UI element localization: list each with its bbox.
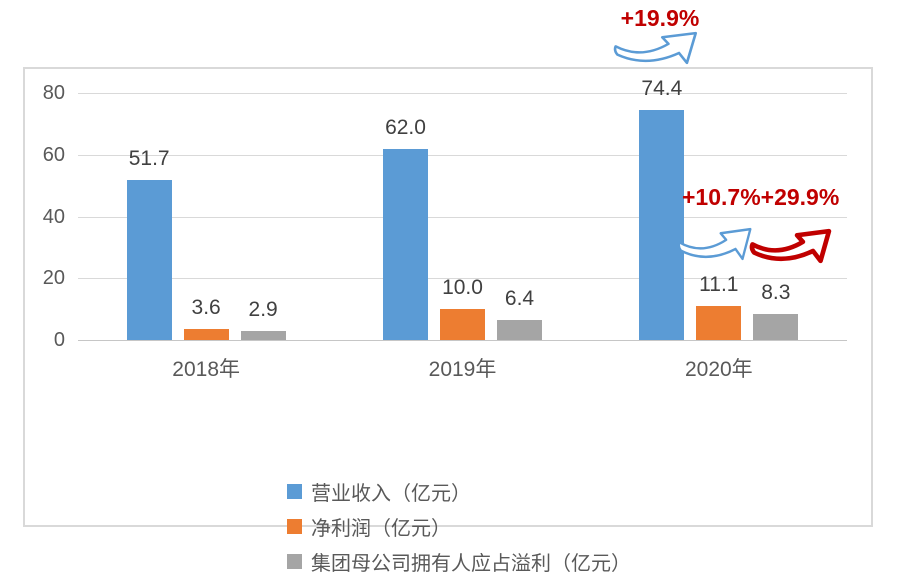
bar-2020-series2 xyxy=(753,314,799,340)
bar-value-label: 74.4 xyxy=(641,77,683,101)
gridline-20 xyxy=(78,278,847,280)
revenue-growth-annotation: +19.9% xyxy=(620,5,700,31)
legend-item-net-profit: 净利润（亿元） xyxy=(287,509,631,544)
y-axis-tick-40: 40 xyxy=(42,205,65,228)
bar-2018-series2 xyxy=(240,331,286,340)
y-axis-tick-60: 60 xyxy=(42,143,65,166)
bar-value-label: 10.0 xyxy=(442,276,483,300)
y-axis-tick-0: 0 xyxy=(53,329,65,351)
legend-swatch-net-profit xyxy=(287,519,302,534)
legend-swatch-revenue xyxy=(287,484,302,499)
curved-up-arrow-icon xyxy=(613,31,698,65)
legend-label-net-profit: 净利润（亿元） xyxy=(311,518,451,540)
bar-2020-series1 xyxy=(696,305,742,340)
legend-label-attributable-profit: 集团母公司拥有人应占溢利（亿元） xyxy=(311,553,631,575)
legend-label-revenue: 营业收入（亿元） xyxy=(311,483,471,505)
legend-swatch-attributable-profit xyxy=(287,554,302,569)
bar-2019-series1 xyxy=(440,309,485,340)
legend: 营业收入（亿元） 净利润（亿元） 集团母公司拥有人应占溢利（亿元） xyxy=(287,474,631,579)
profit-growth-annotations: +10.7% +29.9% xyxy=(682,184,839,210)
curved-up-arrow-icon xyxy=(677,227,752,261)
plot-area: 0 20 40 60 80 2018年 51.7 3.6 2.9 2019年 62.0 10.0 6.4… xyxy=(25,69,871,525)
bar-value-label: 8.3 xyxy=(761,281,791,305)
legend-item-revenue: 营业收入（亿元） xyxy=(287,474,631,509)
bar-value-label: 11.1 xyxy=(699,272,739,296)
bar-2018-series0 xyxy=(126,180,172,340)
gridline-40 xyxy=(78,216,847,218)
bar-value-label: 62.0 xyxy=(385,115,426,139)
chart-canvas: 0 20 40 60 80 2018年 51.7 3.6 2.9 2019年 62.0 10.0 6.4… xyxy=(23,5,873,575)
legend-item-attributable-profit: 集团母公司拥有人应占溢利（亿元） xyxy=(287,544,631,579)
chart-frame: 0 20 40 60 80 2018年 51.7 3.6 2.9 2019年 62.0 10.0 6.4… xyxy=(23,67,873,575)
y-axis-tick-20: 20 xyxy=(42,267,65,290)
bar-2018-series1 xyxy=(183,328,229,340)
net-profit-growth-annotation: +10.7% xyxy=(682,184,761,210)
bar-2020-series0 xyxy=(639,110,685,340)
bar-value-label: 51.7 xyxy=(128,147,170,171)
x-axis-category-2018: 2018年 xyxy=(172,358,241,381)
bar-value-label: 3.6 xyxy=(191,295,221,319)
bar-value-label: 2.9 xyxy=(248,298,278,322)
bar-2019-series0 xyxy=(383,148,428,340)
gridline-0 xyxy=(78,340,847,341)
bar-2019-series2 xyxy=(497,320,542,340)
x-axis-category-2019: 2019年 xyxy=(428,358,497,381)
y-axis-tick-80: 80 xyxy=(42,82,65,104)
bar-value-label: 6.4 xyxy=(504,287,535,311)
gridline-80 xyxy=(78,93,847,94)
curved-up-arrow-icon xyxy=(749,228,832,264)
attributable-profit-growth-annotation: +29.9% xyxy=(760,184,840,210)
gridline-60 xyxy=(78,154,847,156)
x-axis-category-2020: 2020年 xyxy=(684,358,753,381)
